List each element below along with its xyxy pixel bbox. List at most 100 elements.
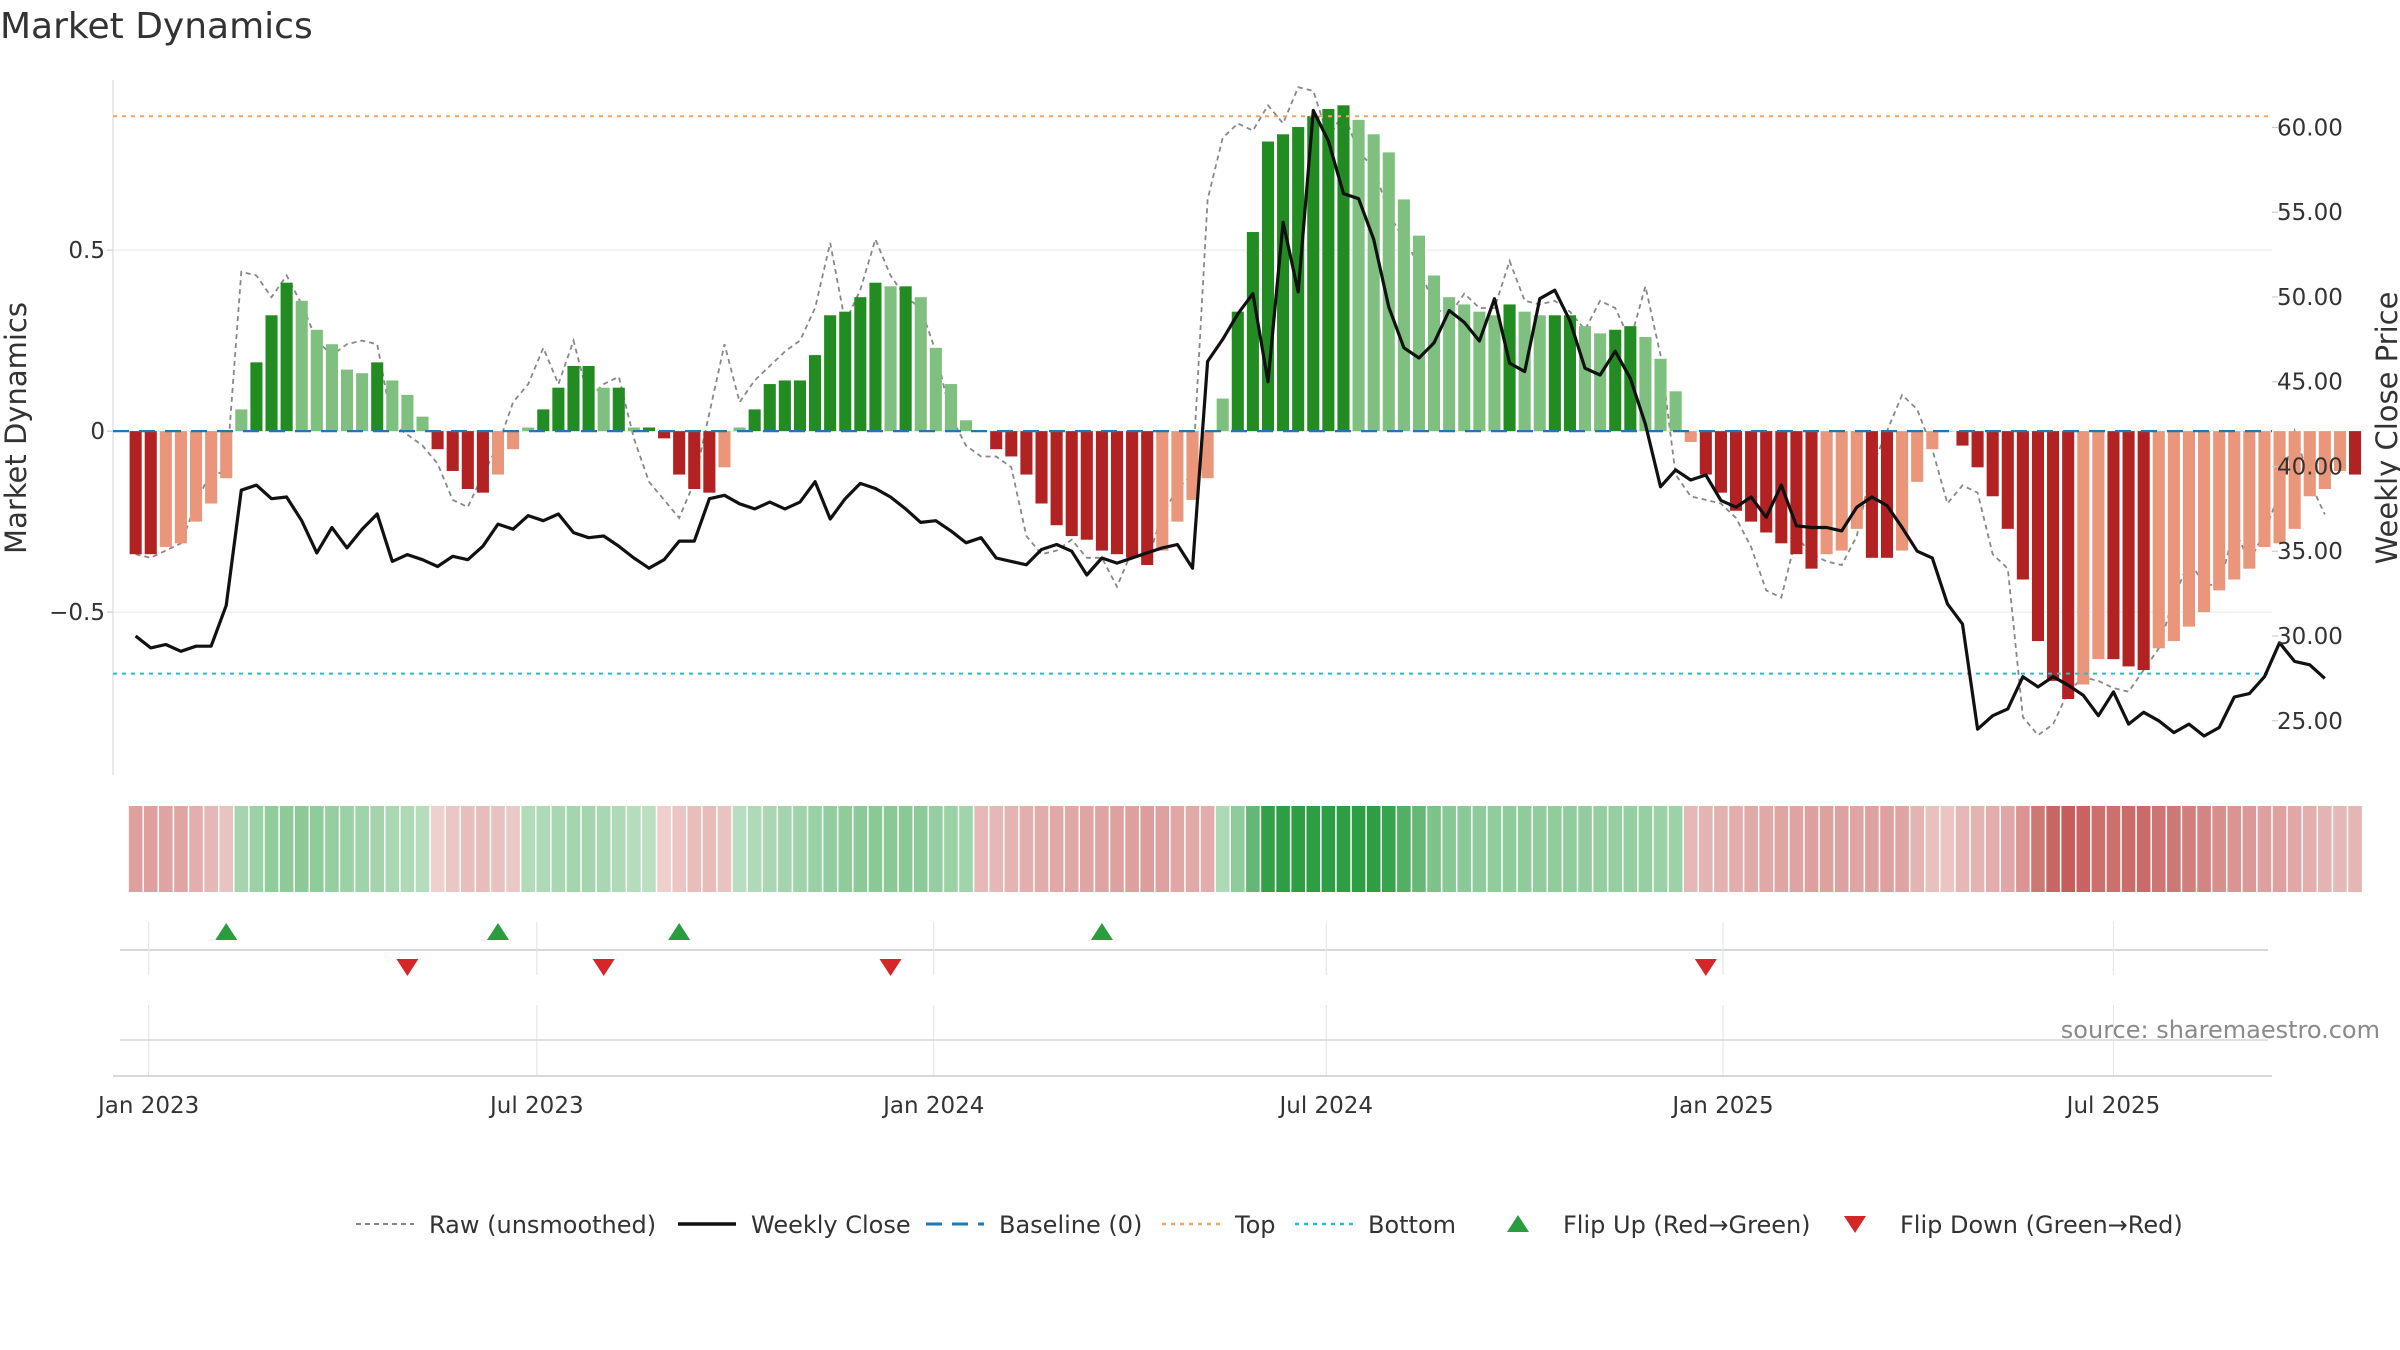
dynamics-bar — [869, 282, 882, 432]
y-tick-label: 0.5 — [68, 238, 105, 264]
dynamics-bar — [688, 431, 701, 490]
legend-swatch — [1507, 1215, 1529, 1232]
heat-cell — [385, 806, 400, 892]
dynamics-bar — [416, 416, 429, 432]
heat-cell — [657, 806, 671, 892]
heat-cell — [1608, 806, 1623, 892]
dynamics-bar — [2182, 431, 2196, 627]
heat-cell — [2031, 806, 2045, 892]
dynamics-bar — [1412, 235, 1426, 432]
dynamics-bar — [552, 387, 565, 432]
heat-cell — [717, 806, 732, 892]
dynamics-bar — [839, 311, 852, 432]
y2-axis-label: Weekly Close Price — [2370, 292, 2400, 565]
dynamics-bar — [461, 431, 474, 490]
dynamics-bar — [205, 431, 218, 504]
heat-cell — [249, 806, 264, 892]
heat-cell — [611, 806, 626, 892]
dynamics-bar — [733, 427, 746, 432]
heat-cell — [1578, 806, 1592, 892]
dynamics-bar — [1790, 431, 1803, 555]
heat-cell — [1593, 806, 1607, 892]
dynamics-bar — [1805, 431, 1818, 569]
source-note: source: sharemaestro.com — [2061, 1016, 2380, 1044]
heat-cell — [1366, 806, 1381, 892]
dynamics-bar — [2213, 431, 2226, 591]
main-panel: 0.5 0 −0.5 60.00 55.00 50.00 45.00 40.00 35.00 3… — [0, 80, 2400, 775]
heat-cell — [793, 806, 807, 892]
heat-cell — [2227, 806, 2242, 892]
heat-cell — [476, 806, 490, 892]
heat-cell — [461, 806, 475, 892]
dynamics-bar — [642, 427, 656, 432]
y2-tick-label: 30.00 — [2277, 624, 2343, 650]
flip-down-marker — [592, 959, 615, 976]
heat-cell — [898, 806, 913, 892]
dynamics-bar — [1141, 431, 1154, 566]
heat-cell — [1970, 806, 1985, 892]
legend-label: Flip Down (Green→Red) — [1900, 1211, 2183, 1239]
y-axis-label: Market Dynamics — [0, 302, 33, 554]
dynamics-bar — [2107, 431, 2120, 660]
dynamics-bar — [537, 409, 550, 432]
dynamics-bar — [1473, 311, 1486, 432]
dynamics-bar — [1020, 431, 1033, 475]
dynamics-bar — [295, 300, 308, 432]
heat-cell — [1714, 806, 1728, 892]
dynamics-bar — [1714, 431, 1727, 493]
heat-cell — [778, 806, 792, 892]
heat-cell — [1457, 806, 1472, 892]
dynamics-bar — [793, 380, 806, 432]
dynamics-bar — [1745, 431, 1758, 522]
heat-cell — [1140, 806, 1155, 892]
dynamics-bar — [2122, 431, 2135, 667]
dynamics-bar — [2348, 431, 2362, 475]
heat-cell — [1653, 806, 1668, 892]
dynamics-bar — [401, 394, 414, 432]
heat-cell — [204, 806, 218, 892]
legend-label: Baseline (0) — [999, 1211, 1142, 1239]
dynamics-bar — [884, 286, 897, 432]
heat-cell — [1699, 806, 1713, 892]
heat-cell — [1487, 806, 1502, 892]
heat-cell — [1230, 806, 1245, 892]
heat-cell — [929, 806, 943, 892]
dynamics-bar — [944, 384, 957, 432]
legend-item-top: Top — [1162, 1211, 1276, 1239]
heat-cell — [310, 806, 324, 892]
dynamics-bar — [2152, 431, 2165, 649]
heat-cell — [159, 806, 173, 892]
heat-cell — [883, 806, 898, 892]
legend-label: Flip Up (Red→Green) — [1563, 1211, 1811, 1239]
dynamics-bar — [1971, 431, 1984, 468]
dynamics-bar — [1065, 431, 1078, 537]
x-tick-label: Jul 2025 — [2065, 1093, 2161, 1119]
y2-tick-label: 50.00 — [2277, 285, 2343, 311]
x-tick-label: Jul 2023 — [488, 1093, 584, 1119]
legend-label: Raw (unsmoothed) — [429, 1211, 656, 1239]
legend-label: Weekly Close — [751, 1211, 911, 1239]
dynamics-bar — [929, 347, 942, 432]
heat-cell — [415, 806, 430, 892]
legend-item-baseline: Baseline (0) — [926, 1211, 1142, 1239]
heat-cell — [959, 806, 973, 892]
dynamics-bar — [582, 365, 595, 432]
heat-cell — [1517, 806, 1532, 892]
heat-cell — [2318, 806, 2332, 892]
heat-cell — [989, 806, 1004, 892]
heat-cell — [2257, 806, 2272, 892]
dynamics-bar — [2031, 431, 2045, 642]
dynamics-bar — [476, 431, 489, 493]
heat-cell — [370, 806, 385, 892]
dynamics-bar — [612, 387, 625, 432]
heat-cell — [2197, 806, 2211, 892]
dynamics-bar — [1458, 304, 1471, 432]
heat-cell — [1623, 806, 1638, 892]
y2-axis-ticks: 60.00 55.00 50.00 45.00 40.00 35.00 30.00 25.00 — [2272, 115, 2343, 735]
dynamics-bar — [189, 431, 203, 522]
dynamics-bar — [2318, 431, 2331, 490]
x-tick-label: Jan 2025 — [1670, 1093, 1773, 1119]
heat-cell — [234, 806, 249, 892]
heat-cell — [219, 806, 234, 892]
flip-down-marker — [879, 959, 902, 976]
